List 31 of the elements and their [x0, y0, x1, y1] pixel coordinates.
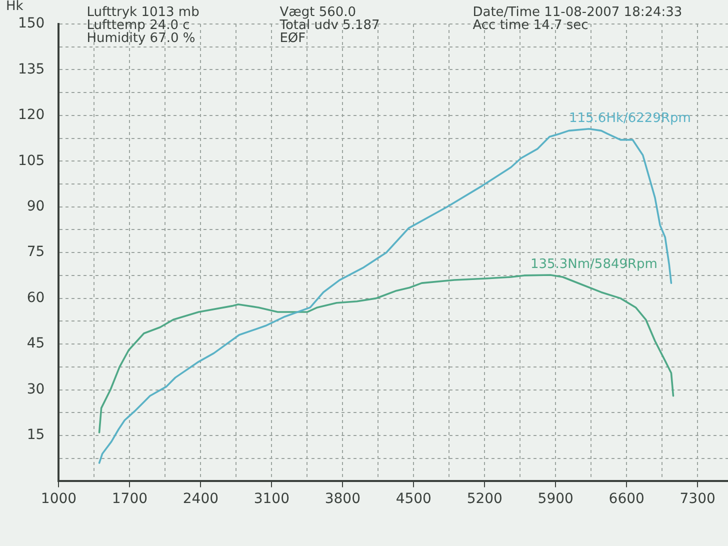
y-tick-label: 75 — [26, 244, 45, 260]
y-tick-label: 120 — [18, 107, 45, 124]
x-tick-label: 5900 — [538, 491, 574, 508]
y-tick-label: 15 — [26, 427, 45, 444]
x-tick-label: 7300 — [680, 491, 716, 508]
data-label: 115.6Hk/6229Rpm — [568, 110, 691, 126]
y-axis-title: Hk — [6, 0, 24, 14]
text: Vægt 560.0 — [280, 5, 356, 20]
x-tick-label: 1000 — [40, 491, 77, 508]
y-tick-label: 30 — [26, 381, 45, 398]
annotation: Acc time 14.7 sec — [472, 18, 588, 33]
text: Date/Time 11-08-2007 18:24:33 — [472, 5, 682, 20]
x-tick-label: 3100 — [254, 491, 290, 508]
y-tick-label: 150 — [18, 16, 45, 32]
x-tick-label: 5200 — [466, 491, 502, 508]
y-tick-label: 90 — [26, 198, 45, 215]
annotation: Humidity 67.0 % — [86, 31, 196, 46]
annotation: EØF — [280, 31, 306, 46]
text: Lufttryk 1013 mb — [86, 5, 200, 20]
y-tick-label: 135 — [18, 61, 45, 78]
y-tick-label: 60 — [26, 290, 45, 306]
x-tick-label: 2400 — [182, 491, 219, 508]
x-tick-label: 3800 — [324, 491, 360, 508]
y-tick-label: 45 — [26, 336, 45, 352]
y-tick-label: 105 — [18, 152, 45, 169]
x-tick-label: 1700 — [112, 491, 148, 508]
annotation: Lufttemp 24.0 c — [86, 18, 190, 33]
data-label: 135.3Nm/5849Rpm — [530, 257, 658, 272]
annotation: Total udv 5.187 — [278, 18, 380, 33]
x-tick-label: 4500 — [396, 491, 432, 508]
x-tick-label: 6600 — [608, 491, 644, 508]
